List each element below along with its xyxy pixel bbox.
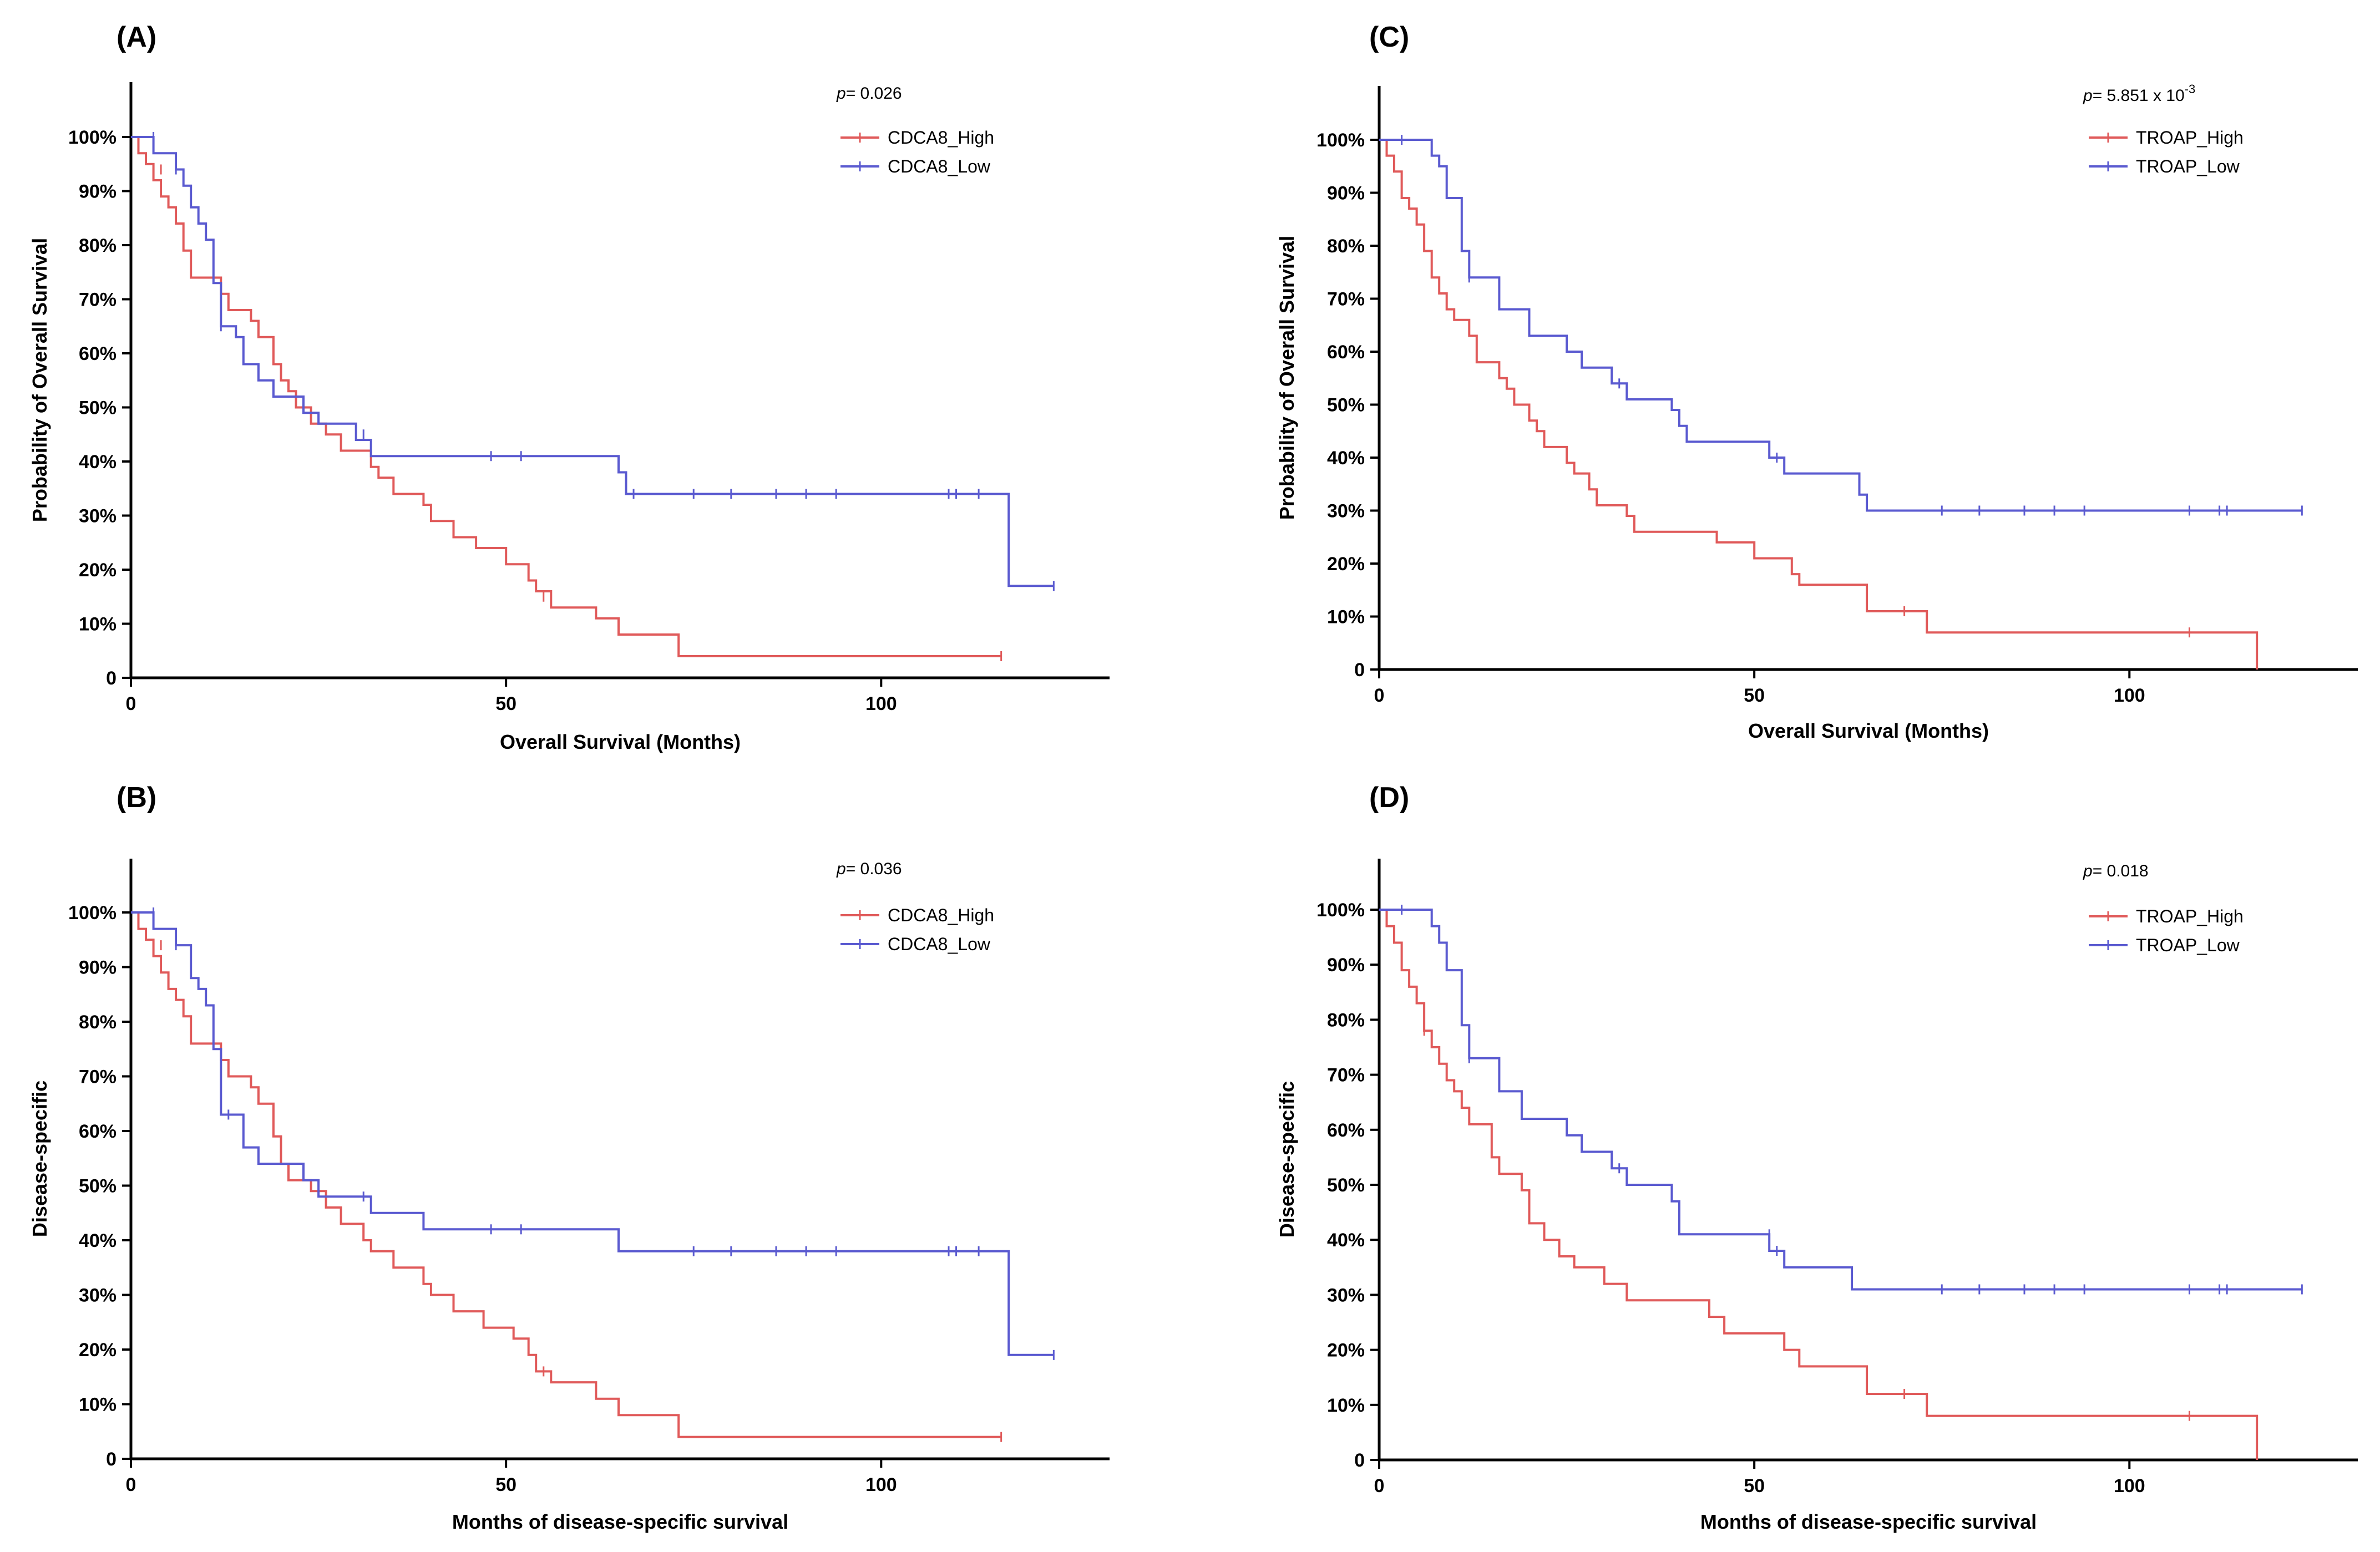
legend-label-high: CDCA8_High [888, 128, 994, 148]
y-tick-label: 100% [68, 127, 117, 148]
x-tick-label: 50 [1744, 685, 1765, 706]
legend-label-high: CDCA8_High [888, 905, 994, 925]
y-tick-label: 60% [1327, 1120, 1365, 1141]
curve-high [131, 911, 1001, 1438]
y-tick-label: 20% [1327, 554, 1365, 575]
curve-high [1379, 909, 2259, 1460]
y-tick-label: 80% [1327, 1010, 1365, 1031]
y-tick-label: 10% [1327, 607, 1365, 628]
curve-low [1379, 139, 2302, 512]
curve-high [131, 136, 1001, 657]
p-value: p= 0.026 [836, 84, 902, 103]
y-tick-label: 90% [79, 957, 117, 978]
curve-low [1379, 909, 2302, 1291]
y-tick-label: 80% [79, 235, 117, 256]
y-tick-label: 30% [79, 506, 117, 527]
x-tick-label: 50 [1744, 1475, 1765, 1497]
legend-label-high: TROAP_High [2136, 906, 2244, 926]
panel-d: (D) 0 10% 20% 30% 40% 50% 60% 70% 80% 90% 100% 0 50 10… [1275, 782, 2358, 1533]
legend-label-low: CDCA8_Low [888, 934, 991, 954]
x-tick-label: 100 [865, 693, 897, 714]
y-tick-label: 70% [79, 1067, 117, 1088]
y-tick-label: 10% [1327, 1395, 1365, 1416]
y-tick-label: 60% [79, 343, 117, 364]
panel-label: (C) [1369, 21, 1409, 53]
legend-label-low: TROAP_Low [2136, 156, 2240, 176]
y-tick-label: 40% [79, 452, 117, 473]
x-tick-label: 100 [2114, 685, 2145, 706]
y-axis-title: Probability of Overall Survival [1275, 236, 1298, 520]
x-tick-label: 50 [495, 1474, 516, 1495]
y-tick-label: 30% [1327, 501, 1365, 522]
x-axis-title: Months of disease-specific survival [452, 1510, 788, 1533]
x-tick-label: 100 [865, 1474, 897, 1495]
y-tick-label: 90% [79, 181, 117, 202]
y-tick-label: 20% [79, 560, 117, 581]
x-tick-label: 0 [1374, 685, 1385, 706]
y-tick-label: 50% [79, 398, 117, 419]
y-axis-title: Probability of Overall Survival [28, 238, 51, 522]
panel-a: (A) 0 10% 20% 30% 40% 50% 60% 70% 80% 90% 100% 0 50 10… [28, 21, 1110, 753]
y-tick-label: 60% [79, 1121, 117, 1142]
legend-label-low: CDCA8_Low [888, 156, 991, 176]
p-value: p= 0.036 [836, 860, 902, 878]
panel-label: (D) [1369, 782, 1409, 814]
x-tick-label: 0 [126, 1474, 136, 1495]
p-value: p= 5.851 x 10-3 [2083, 82, 2195, 105]
curve-high [1379, 139, 2259, 670]
p-value: p= 0.018 [2083, 862, 2149, 880]
y-axis-title: Disease-specific [28, 1081, 51, 1237]
y-tick-label: 70% [1327, 289, 1365, 310]
y-tick-label: 100% [68, 902, 117, 924]
curve-low [131, 911, 1054, 1356]
y-tick-label: 30% [1327, 1285, 1365, 1306]
y-tick-label: 60% [1327, 342, 1365, 363]
y-tick-label: 0 [106, 1449, 117, 1470]
y-tick-label: 0 [1354, 660, 1365, 681]
legend-label-low: TROAP_Low [2136, 935, 2240, 955]
y-tick-label: 10% [79, 614, 117, 635]
y-tick-label: 0 [106, 668, 117, 689]
y-tick-label: 100% [1316, 130, 1365, 151]
panel-label: (A) [117, 21, 156, 53]
y-tick-label: 50% [79, 1176, 117, 1197]
y-tick-label: 70% [79, 290, 117, 311]
y-tick-label: 80% [1327, 236, 1365, 257]
y-tick-label: 40% [1327, 448, 1365, 469]
x-tick-label: 0 [126, 693, 136, 714]
y-tick-label: 90% [1327, 183, 1365, 204]
y-tick-label: 100% [1316, 900, 1365, 921]
curve-low [131, 136, 1054, 587]
y-axis-title: Disease-specific [1275, 1081, 1298, 1237]
panel-label: (B) [117, 782, 156, 814]
y-tick-label: 0 [1354, 1450, 1365, 1471]
y-tick-label: 80% [79, 1012, 117, 1033]
x-tick-label: 50 [495, 693, 516, 714]
panel-c: (C) 0 10% 20% 30% 40% 50% 60% 70% 80% 90% 100% 0 50 10… [1275, 21, 2358, 742]
y-tick-label: 90% [1327, 955, 1365, 976]
x-axis-title: Months of disease-specific survival [1700, 1510, 2037, 1533]
x-tick-label: 0 [1374, 1475, 1385, 1497]
y-tick-label: 20% [1327, 1340, 1365, 1361]
y-tick-label: 50% [1327, 1175, 1365, 1196]
y-tick-label: 70% [1327, 1065, 1365, 1086]
y-tick-label: 20% [79, 1340, 117, 1361]
legend-label-high: TROAP_High [2136, 128, 2244, 148]
x-axis-title: Overall Survival (Months) [500, 731, 741, 753]
y-tick-label: 50% [1327, 395, 1365, 416]
y-tick-label: 10% [79, 1394, 117, 1416]
panel-b: (B) 0 10% 20% 30% 40% 50% 60% 70% 80% 90% 100% 0 50 10… [28, 782, 1110, 1533]
y-tick-label: 30% [79, 1285, 117, 1306]
x-axis-title: Overall Survival (Months) [1748, 719, 1989, 742]
y-tick-label: 40% [1327, 1230, 1365, 1251]
y-tick-label: 40% [79, 1230, 117, 1251]
x-tick-label: 100 [2114, 1475, 2145, 1497]
